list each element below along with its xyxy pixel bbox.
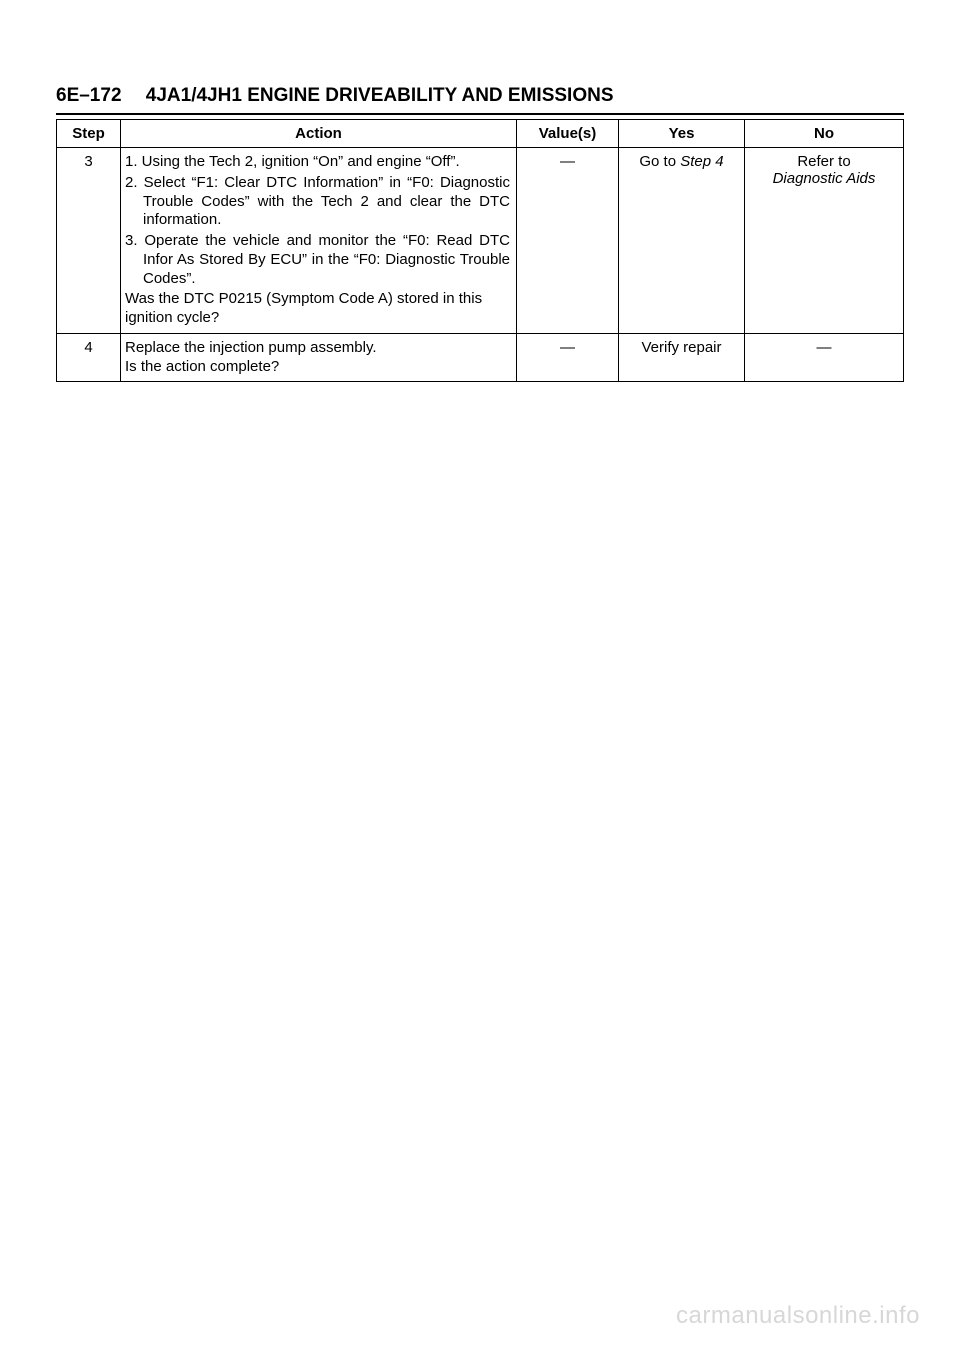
table-row: 3 1. Using the Tech 2, ignition “On” and…: [57, 148, 904, 334]
cell-values: —: [517, 148, 619, 334]
action-item: 2. Select “F1: Clear DTC Information” in…: [125, 174, 510, 230]
action-question: Was the DTC P0215 (Symptom Code A) store…: [125, 290, 510, 328]
header-values: Value(s): [517, 120, 619, 148]
header-yes: Yes: [619, 120, 745, 148]
watermark: carmanualsonline.info: [676, 1302, 920, 1330]
cell-no: —: [745, 333, 904, 382]
cell-step: 3: [57, 148, 121, 334]
cell-action: 1. Using the Tech 2, ignition “On” and e…: [121, 148, 517, 334]
cell-values: —: [517, 333, 619, 382]
table-row: 4 Replace the injection pump assembly. I…: [57, 333, 904, 382]
yes-text: Go to: [639, 153, 680, 170]
page-header: 6E–172 4JA1/4JH1 ENGINE DRIVEABILITY AND…: [56, 85, 904, 115]
header-no: No: [745, 120, 904, 148]
no-ref: Diagnostic Aids: [773, 170, 876, 187]
header-action: Action: [121, 120, 517, 148]
cell-yes: Go to Step 4: [619, 148, 745, 334]
cell-no: Refer to Diagnostic Aids: [745, 148, 904, 334]
action-list: 1. Using the Tech 2, ignition “On” and e…: [125, 153, 510, 288]
cell-step: 4: [57, 333, 121, 382]
diagnostic-table: Step Action Value(s) Yes No 3 1. Using t…: [56, 119, 904, 382]
cell-yes: Verify repair: [619, 333, 745, 382]
action-question: Is the action complete?: [125, 358, 510, 377]
no-text: Refer to: [797, 153, 850, 170]
yes-step-ref: Step 4: [680, 153, 723, 170]
table-header-row: Step Action Value(s) Yes No: [57, 120, 904, 148]
cell-action: Replace the injection pump assembly. Is …: [121, 333, 517, 382]
action-line: Replace the injection pump assembly.: [125, 339, 510, 358]
action-item: 3. Operate the vehicle and monitor the “…: [125, 232, 510, 288]
action-item: 1. Using the Tech 2, ignition “On” and e…: [125, 153, 510, 172]
header-step: Step: [57, 120, 121, 148]
